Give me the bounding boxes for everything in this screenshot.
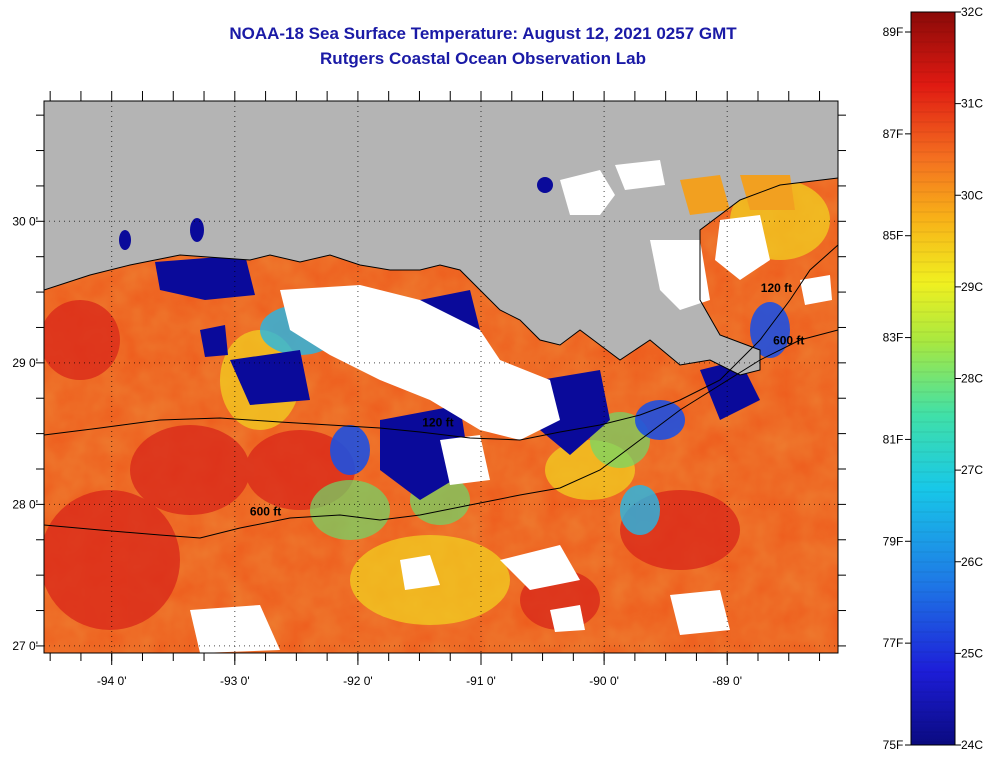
lat-tick-label: 30 0' [12, 214, 38, 228]
lat-tick-label: 29 0' [12, 356, 38, 370]
colorbar-celsius-label: 24C [961, 738, 983, 752]
isobath-label: 120 ft [422, 416, 453, 430]
lat-tick-label: 27 0' [12, 639, 38, 653]
colorbar-celsius-label: 32C [961, 5, 983, 19]
lon-tick-label: -92 0' [343, 674, 373, 688]
colorbar-celsius-label: 29C [961, 280, 983, 294]
lon-tick-label: -90 0' [589, 674, 619, 688]
colorbar-fahrenheit-label: 87F [883, 127, 904, 141]
colorbar-fahrenheit-label: 75F [883, 738, 904, 752]
lon-tick-label: -94 0' [97, 674, 127, 688]
colorbar-celsius-label: 25C [961, 646, 983, 660]
colorbar-fahrenheit-label: 81F [883, 432, 904, 446]
isobath-label: 600 ft [250, 505, 281, 519]
colorbar-fahrenheit-label: 77F [883, 636, 904, 650]
colorbar-celsius-label: 26C [961, 555, 983, 569]
lon-tick-label: -89 0' [712, 674, 742, 688]
colorbar-celsius-label: 30C [961, 188, 983, 202]
lon-tick-label: -93 0' [220, 674, 250, 688]
colorbar [910, 11, 956, 746]
colorbar-fahrenheit-label: 89F [883, 25, 904, 39]
chart-subtitle: Rutgers Coastal Ocean Observation Lab [320, 49, 646, 68]
colorbar-celsius-label: 27C [961, 463, 983, 477]
colorbar-celsius-label: 31C [961, 97, 983, 111]
isobath-label: 600 ft [773, 333, 804, 347]
colorbar-fahrenheit-label: 83F [883, 331, 904, 345]
map-frame [43, 100, 839, 654]
lat-tick-label: 28 0' [12, 497, 38, 511]
map-image [44, 101, 838, 653]
colorbar-celsius-label: 28C [961, 372, 983, 386]
chart-title: NOAA-18 Sea Surface Temperature: August … [229, 24, 737, 43]
colorbar-fahrenheit-label: 79F [883, 534, 904, 548]
colorbar-fahrenheit-label: 85F [883, 229, 904, 243]
isobath-label: 120 ft [761, 281, 792, 295]
lon-tick-label: -91 0' [466, 674, 496, 688]
